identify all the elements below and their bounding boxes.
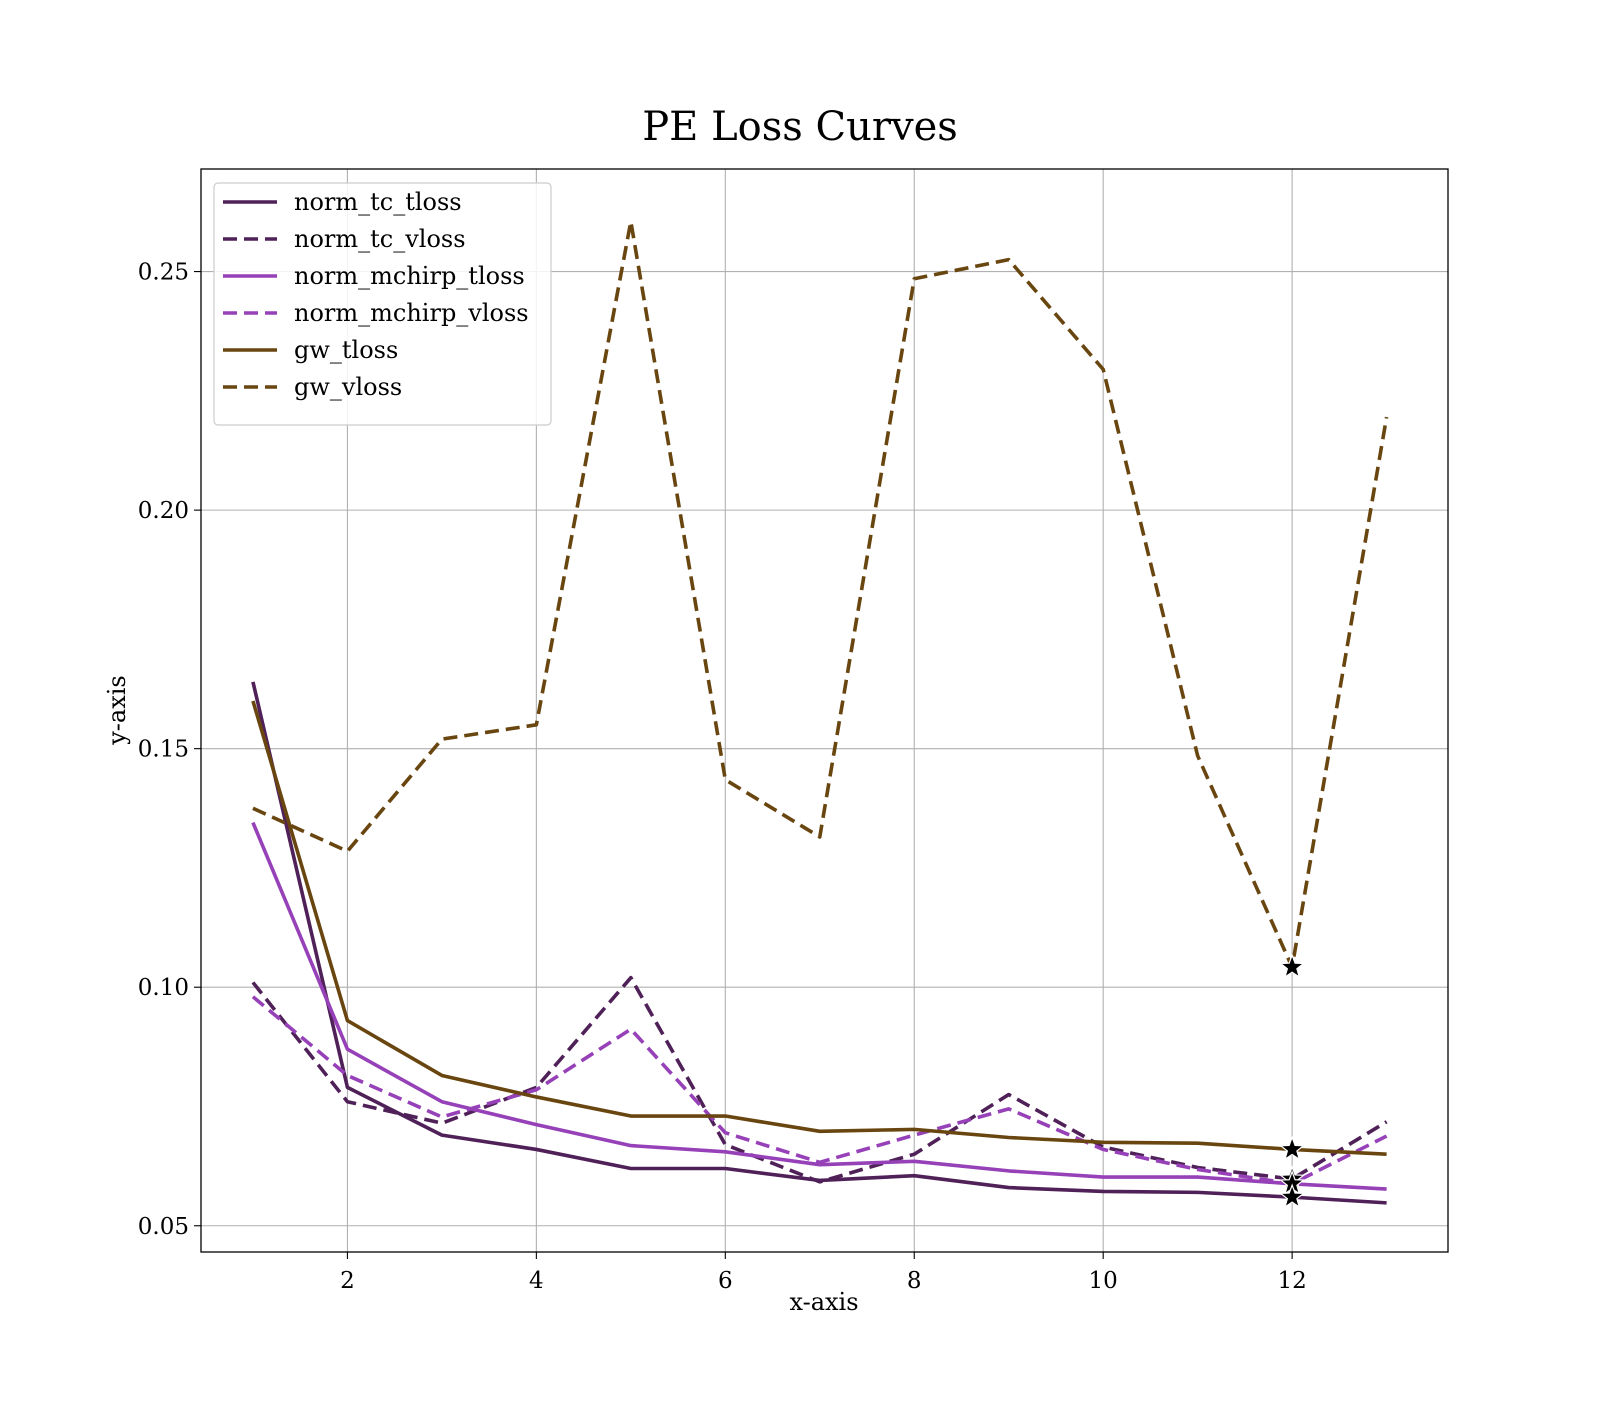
y-tick-label: 0.15 bbox=[138, 737, 189, 763]
plot-frame bbox=[200, 168, 1449, 1253]
series-line-norm-mchirp-vloss bbox=[251, 995, 1388, 1186]
tick-layer: 2 4 6 8 10 12 0.05 0.10 0.15 0.20 0.25 bbox=[138, 260, 1307, 1294]
chart-title: PE Loss Curves bbox=[642, 104, 958, 150]
y-tick-label: 0.10 bbox=[138, 975, 189, 1001]
series-line-gw-tloss bbox=[251, 700, 1387, 1156]
series-line-gw-vloss bbox=[252, 219, 1389, 969]
x-tick-label: 2 bbox=[340, 1268, 355, 1294]
legend-label: gw_vloss bbox=[294, 373, 402, 401]
legend-label: norm_tc_vloss bbox=[294, 225, 466, 253]
legend-label: norm_mchirp_vloss bbox=[294, 299, 529, 327]
x-tick-label: 8 bbox=[907, 1268, 922, 1294]
y-axis-label: y-axis bbox=[103, 675, 131, 746]
grid-layer bbox=[201, 169, 1448, 1252]
x-tick-label: 12 bbox=[1277, 1268, 1306, 1294]
best-point-star-marker bbox=[1279, 1135, 1306, 1161]
legend-label: norm_tc_tloss bbox=[294, 188, 462, 216]
legend-box bbox=[213, 182, 552, 426]
legend-label: norm_mchirp_tloss bbox=[294, 262, 525, 290]
x-tick-label: 6 bbox=[718, 1268, 733, 1294]
series-line-norm-mchirp-tloss bbox=[251, 821, 1387, 1191]
series-line-norm-tc-vloss bbox=[251, 975, 1388, 1184]
y-tick-label: 0.05 bbox=[138, 1214, 189, 1240]
marker-layer bbox=[1279, 953, 1306, 1209]
x-tick-label: 10 bbox=[1089, 1268, 1118, 1294]
best-point-star-marker bbox=[1279, 953, 1306, 979]
y-tick-label: 0.25 bbox=[138, 260, 189, 286]
series-layer bbox=[251, 219, 1389, 1205]
x-tick-label: 4 bbox=[529, 1268, 544, 1294]
x-axis-label: x-axis bbox=[789, 1288, 858, 1316]
best-point-star-marker bbox=[1279, 1183, 1306, 1209]
legend: norm_tc_tloss norm_tc_vloss norm_mchirp_tl… bbox=[213, 182, 552, 426]
legend-label: gw_tloss bbox=[294, 336, 398, 364]
y-tick-label: 0.20 bbox=[138, 498, 189, 524]
